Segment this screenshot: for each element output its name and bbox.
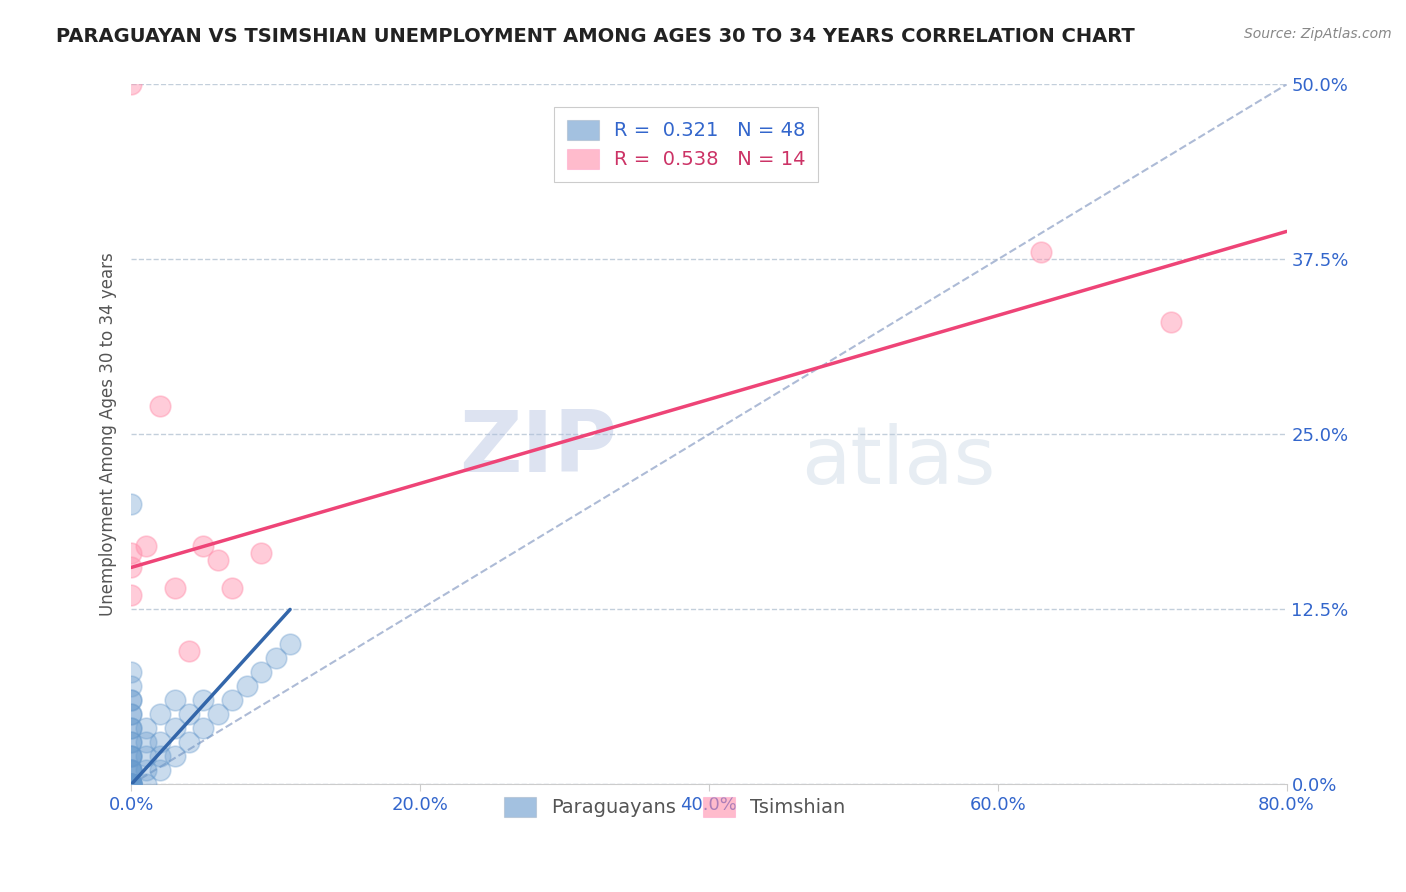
Point xyxy=(120,777,142,791)
Point xyxy=(120,764,142,778)
Point xyxy=(163,582,186,596)
Point xyxy=(207,553,229,567)
Point xyxy=(149,735,172,749)
Point xyxy=(120,707,142,722)
Point xyxy=(120,78,142,92)
Text: ZIP: ZIP xyxy=(458,407,616,490)
Point xyxy=(120,749,142,764)
Point xyxy=(177,644,200,658)
Point xyxy=(149,707,172,722)
Point xyxy=(250,546,273,560)
Y-axis label: Unemployment Among Ages 30 to 34 years: Unemployment Among Ages 30 to 34 years xyxy=(100,252,117,616)
Point xyxy=(163,693,186,707)
Point xyxy=(120,764,142,778)
Point xyxy=(120,777,142,791)
Point xyxy=(149,749,172,764)
Point xyxy=(1029,245,1052,260)
Point xyxy=(250,665,273,680)
Legend: Paraguayans, Tsimshian: Paraguayans, Tsimshian xyxy=(496,790,852,824)
Point xyxy=(149,400,172,414)
Point xyxy=(236,680,259,694)
Point xyxy=(120,764,142,778)
Point xyxy=(135,540,157,554)
Point xyxy=(120,735,142,749)
Point xyxy=(1160,315,1182,329)
Point xyxy=(177,735,200,749)
Point xyxy=(149,764,172,778)
Point xyxy=(193,693,215,707)
Point xyxy=(177,707,200,722)
Point xyxy=(120,777,142,791)
Point xyxy=(120,777,142,791)
Point xyxy=(120,560,142,574)
Point xyxy=(120,722,142,736)
Text: Source: ZipAtlas.com: Source: ZipAtlas.com xyxy=(1244,27,1392,41)
Point xyxy=(120,722,142,736)
Text: PARAGUAYAN VS TSIMSHIAN UNEMPLOYMENT AMONG AGES 30 TO 34 YEARS CORRELATION CHART: PARAGUAYAN VS TSIMSHIAN UNEMPLOYMENT AMO… xyxy=(56,27,1135,45)
Point xyxy=(120,749,142,764)
Point xyxy=(120,764,142,778)
Point xyxy=(135,722,157,736)
Point xyxy=(120,777,142,791)
Point xyxy=(120,777,142,791)
Point xyxy=(120,693,142,707)
Point xyxy=(221,582,243,596)
Point xyxy=(120,665,142,680)
Point xyxy=(120,777,142,791)
Point xyxy=(120,498,142,512)
Point xyxy=(163,722,186,736)
Point xyxy=(135,764,157,778)
Point xyxy=(120,589,142,603)
Point xyxy=(120,693,142,707)
Point xyxy=(221,693,243,707)
Point xyxy=(163,749,186,764)
Point xyxy=(135,749,157,764)
Point xyxy=(193,722,215,736)
Point xyxy=(120,777,142,791)
Point xyxy=(120,546,142,560)
Point xyxy=(120,707,142,722)
Point xyxy=(135,777,157,791)
Point xyxy=(135,735,157,749)
Point xyxy=(120,680,142,694)
Point xyxy=(193,540,215,554)
Text: atlas: atlas xyxy=(801,424,995,501)
Point xyxy=(207,707,229,722)
Point xyxy=(120,749,142,764)
Point xyxy=(120,735,142,749)
Point xyxy=(278,637,301,651)
Point xyxy=(264,651,287,665)
